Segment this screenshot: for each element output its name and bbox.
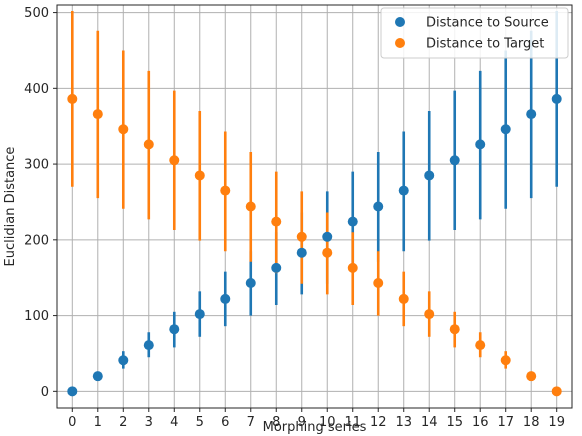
point-target [118, 124, 129, 135]
point-target [67, 93, 78, 104]
x-tick-label: 3 [145, 415, 153, 430]
x-tick-label: 15 [446, 415, 463, 430]
legend-label: Distance to Source [426, 16, 549, 31]
y-tick-label: 500 [24, 6, 49, 21]
x-tick-label: 6 [221, 415, 229, 430]
y-axis-title: Euclidian Distance [3, 147, 18, 267]
x-tick-label: 13 [395, 415, 412, 430]
point-source [475, 139, 486, 150]
point-target [169, 155, 180, 166]
x-tick-label: 7 [247, 415, 255, 430]
point-target [92, 109, 103, 120]
point-source [143, 340, 154, 351]
point-target [500, 355, 511, 366]
legend-marker [395, 17, 405, 27]
y-tick-label: 0 [41, 385, 49, 400]
point-target [373, 278, 384, 289]
x-tick-label: 10 [319, 415, 336, 430]
grid [57, 5, 572, 408]
point-source [424, 170, 435, 181]
x-tick-label: 17 [497, 415, 514, 430]
x-tick-label: 19 [548, 415, 565, 430]
point-source [449, 155, 460, 166]
point-target [220, 185, 231, 196]
x-tick-label: 4 [170, 415, 178, 430]
x-tick-label: 5 [196, 415, 204, 430]
x-tick-label: 9 [298, 415, 306, 430]
point-target [526, 371, 537, 382]
point-source [194, 309, 205, 320]
point-target [296, 231, 307, 242]
point-source [347, 216, 358, 227]
x-tick-label: 2 [119, 415, 127, 430]
point-target [322, 247, 333, 258]
x-tick-label: 8 [272, 415, 280, 430]
legend-marker [395, 38, 405, 48]
point-target [347, 262, 358, 273]
point-target [143, 139, 154, 150]
data-points [67, 93, 562, 397]
point-source [296, 247, 307, 258]
point-source [169, 324, 180, 335]
point-source [500, 124, 511, 135]
point-target [194, 170, 205, 181]
x-tick-label: 18 [523, 415, 540, 430]
point-source [67, 386, 78, 397]
point-source [118, 355, 129, 366]
x-axis-title: Morphing series [263, 420, 367, 435]
y-tick-label: 100 [24, 309, 49, 324]
x-tick-label: 0 [68, 415, 76, 430]
axis-ticks: 0 1 2 3 4 5 6 7 8 9 10 11 12 13 14 15 16 17 18 190100200300… [24, 6, 565, 430]
error-bars [70, 11, 559, 378]
y-tick-label: 200 [24, 233, 49, 248]
x-tick-label: 14 [421, 415, 438, 430]
point-source [551, 93, 562, 104]
point-source [271, 262, 282, 273]
point-target [551, 386, 562, 397]
point-source [245, 278, 256, 289]
legend: Distance to Source Distance to Target [380, 7, 569, 59]
x-tick-label: 1 [94, 415, 102, 430]
point-source [92, 371, 103, 382]
point-source [373, 201, 384, 212]
legend-label: Distance to Target [426, 37, 544, 52]
x-tick-label: 11 [344, 415, 361, 430]
point-target [271, 216, 282, 227]
plot-frame [56, 4, 573, 409]
point-source [398, 185, 409, 196]
point-target [475, 340, 486, 351]
y-tick-label: 400 [24, 82, 49, 97]
y-tick-label: 300 [24, 158, 49, 173]
point-source [322, 231, 333, 242]
point-target [424, 309, 435, 320]
x-tick-label: 12 [370, 415, 387, 430]
legend-box [380, 7, 569, 59]
point-target [398, 293, 409, 304]
point-source [526, 109, 537, 120]
point-source [220, 293, 231, 304]
point-target [245, 201, 256, 212]
point-target [449, 324, 460, 335]
x-tick-label: 16 [472, 415, 489, 430]
